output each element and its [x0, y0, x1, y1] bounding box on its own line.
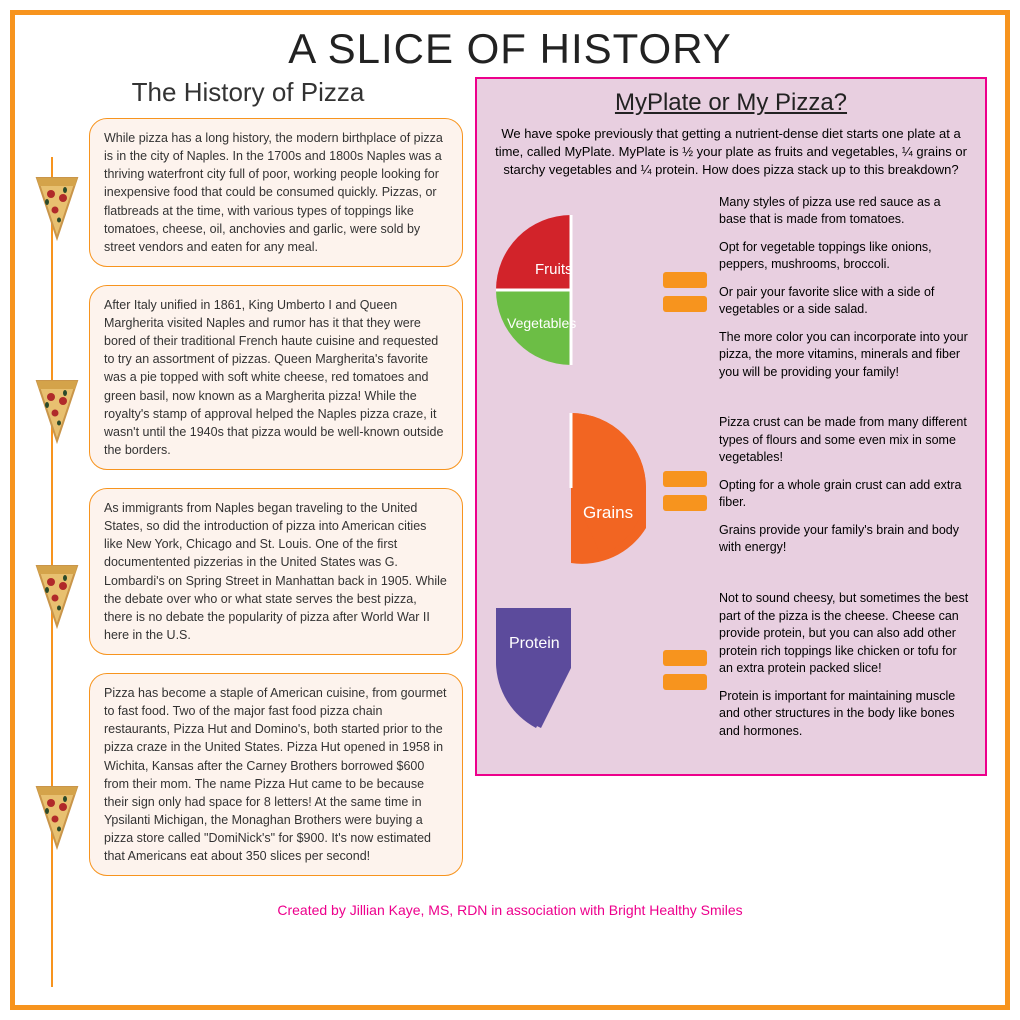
history-item: After Italy unified in 1861, King Umbert…: [33, 285, 463, 470]
equals-icon: [663, 650, 707, 690]
pizza-slice-icon: [33, 783, 81, 856]
columns: The History of Pizza While pizza has a l…: [33, 77, 987, 894]
page-frame: A Slice of History The History of Pizza …: [10, 10, 1010, 1010]
main-title: A Slice of History: [33, 25, 987, 73]
protein-label: Protein: [509, 635, 560, 652]
equals-icon: [663, 272, 707, 312]
fruits-label: Fruits: [535, 261, 573, 278]
myplate-panel: MyPlate or My Pizza? We have spoke previ…: [475, 77, 987, 776]
history-box: After Italy unified in 1861, King Umbert…: [89, 285, 463, 470]
vegetables-label: Vegetables: [507, 315, 576, 331]
protein-graphic: Protein: [491, 603, 651, 738]
myplate-title: MyPlate or My Pizza?: [491, 89, 971, 117]
credit-text: Created by Jillian Kaye, MS, RDN in asso…: [33, 902, 987, 918]
grains-text: Pizza crust can be made from many differ…: [719, 414, 971, 567]
fruits-veg-graphic: Fruits Vegetables: [491, 200, 651, 385]
equals-icon: [663, 471, 707, 511]
protein-row: Protein Not to sound cheesy, but sometim…: [491, 590, 971, 750]
pizza-slice-icon: [33, 377, 81, 450]
fruits-veg-row: Fruits Vegetables Many styles of pizza u…: [491, 194, 971, 392]
pizza-slice-icon: [33, 562, 81, 635]
history-box: Pizza has become a staple of American cu…: [89, 673, 463, 876]
grains-label: Grains: [583, 503, 633, 522]
fruits-veg-text: Many styles of pizza use red sauce as a …: [719, 194, 971, 392]
history-column: The History of Pizza While pizza has a l…: [33, 77, 463, 894]
history-title: The History of Pizza: [33, 77, 463, 108]
pizza-slice-icon: [33, 174, 81, 247]
history-item: While pizza has a long history, the mode…: [33, 118, 463, 267]
myplate-column: MyPlate or My Pizza? We have spoke previ…: [475, 77, 987, 894]
history-item: As immigrants from Naples began travelin…: [33, 488, 463, 655]
grains-row: Grains Pizza crust can be made from many…: [491, 403, 971, 578]
history-item: Pizza has become a staple of American cu…: [33, 673, 463, 876]
grains-graphic: Grains: [491, 403, 651, 578]
history-box: While pizza has a long history, the mode…: [89, 118, 463, 267]
myplate-intro: We have spoke previously that getting a …: [491, 125, 971, 180]
protein-text: Not to sound cheesy, but sometimes the b…: [719, 590, 971, 750]
history-box: As immigrants from Naples began travelin…: [89, 488, 463, 655]
